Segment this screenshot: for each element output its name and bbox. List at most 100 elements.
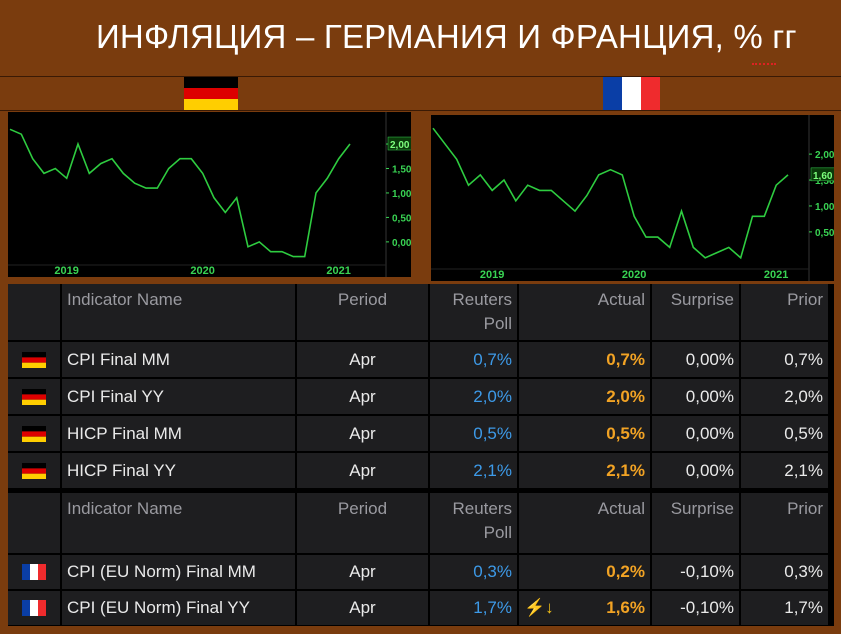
indicator-name-text: HICP Final YY [67, 461, 176, 480]
surprise: -0,10% [652, 591, 739, 625]
prior-text: 0,5% [784, 424, 823, 443]
indicator-name-text: HICP Final MM [67, 424, 182, 443]
flag-stripe [22, 564, 30, 580]
france-inflation-chart: 0,50 1,00 1,50 2,00 2019 2020 2021 1,60 [431, 115, 834, 281]
header-surprise-text: Surprise [670, 499, 734, 518]
surprise-text: 0,00% [685, 461, 734, 480]
last-value-box [387, 136, 411, 151]
table-row[interactable]: CPI (EU Norm) Final MM Apr 0,3% 0,2% -0,10% 0… [8, 555, 834, 591]
table-header-row: Indicator Name Period Reuters Poll Actual Sur… [8, 493, 834, 555]
actual-text: 2,0% [606, 387, 645, 406]
prior: 1,7% [741, 591, 828, 625]
y-tick-label: 2,00 [815, 150, 834, 161]
table-row[interactable]: CPI Final MM Apr 0,7% 0,7% 0,00% 0,7% [8, 342, 834, 379]
germany-inflation-chart: 0,000,501,001,502,002019202020212,00 [8, 112, 411, 277]
actual: 0,2% [519, 555, 650, 589]
table-header-row: Indicator Name Period Reuters Poll Actual Sur… [8, 284, 834, 342]
prior: 2,1% [741, 453, 828, 488]
page-title: ИНФЛЯЦИЯ – ГЕРМАНИЯ И ФРАНЦИЯ, % гг [96, 18, 797, 55]
indicator-name-text: CPI Final YY [67, 387, 165, 406]
flag-cell [8, 555, 60, 589]
period: Apr [297, 379, 428, 414]
header-reuters-poll: Reuters Poll [430, 284, 517, 340]
prior: 0,5% [741, 416, 828, 451]
indicator-name: CPI (EU Norm) Final MM [62, 555, 295, 589]
flag-stripe [30, 564, 38, 580]
surprise-text: 0,00% [685, 424, 734, 443]
y-tick-label: 1,00 [392, 189, 411, 200]
header-reuters-poll: Reuters Poll [430, 493, 517, 553]
period-text: Apr [349, 598, 376, 617]
prior-text: 1,7% [784, 598, 823, 617]
germany-flag [184, 77, 238, 110]
reuters-poll-text: 0,7% [473, 350, 512, 369]
surprise-text: 0,00% [685, 387, 734, 406]
flag-stripe [22, 426, 46, 432]
header-actual-text: Actual [597, 290, 645, 309]
header-surprise: Surprise [652, 284, 739, 340]
header-prior: Prior [741, 284, 828, 340]
reuters-poll: 1,7% [430, 591, 517, 625]
period-text: Apr [349, 424, 376, 443]
header-surprise-text: Surprise [670, 290, 734, 309]
title-bar: ИНФЛЯЦИЯ – ГЕРМАНИЯ И ФРАНЦИЯ, % гг [0, 0, 841, 76]
prior-text: 0,7% [784, 350, 823, 369]
reuters-poll: 0,7% [430, 342, 517, 377]
actual: 1,6% ⚡↓ [519, 591, 650, 625]
header-indicator-name-text: Indicator Name [67, 499, 183, 518]
reuters-poll: 2,1% [430, 453, 517, 488]
indicator-name-text: CPI (EU Norm) Final YY [67, 598, 250, 617]
actual-text: 2,1% [606, 461, 645, 480]
flag-stripe [22, 399, 46, 405]
flag-cell [8, 591, 60, 625]
flag-stripe [22, 600, 30, 616]
header-actual: Actual [519, 493, 650, 553]
header-reuters-poll-text: Reuters [452, 290, 512, 309]
divider [0, 110, 841, 111]
flag-cell [8, 379, 60, 414]
surprise-text: -0,10% [680, 562, 734, 581]
actual-text: 0,7% [606, 350, 645, 369]
surprise-text: -0,10% [680, 598, 734, 617]
flag-stripe [22, 362, 46, 368]
header-flag-cell [8, 493, 60, 553]
header-reuters-poll-text: Reuters [452, 499, 512, 518]
x-tick-label: 2021 [326, 265, 350, 277]
flag-stripe [22, 357, 46, 363]
germany-chart-svg: 0,000,501,001,502,002019202020212,00 [8, 112, 411, 277]
table-row[interactable]: HICP Final MM Apr 0,5% 0,5% 0,00% 0,5% [8, 416, 834, 453]
france-flag [603, 77, 660, 110]
prior-text: 2,0% [784, 387, 823, 406]
prior-text: 2,1% [784, 461, 823, 480]
indicator-name: CPI Final MM [62, 342, 295, 377]
reuters-poll-text: 1,7% [473, 598, 512, 617]
table-row[interactable]: HICP Final YY Apr 2,1% 2,1% 0,00% 2,1% [8, 453, 834, 490]
header-reuters-poll-line2: Poll [483, 314, 512, 333]
germany-flag [22, 426, 46, 442]
reuters-poll: 2,0% [430, 379, 517, 414]
flag-cell [8, 453, 60, 488]
france-flag [22, 600, 46, 616]
flag-stripe [22, 389, 46, 395]
reuters-poll-text: 2,0% [473, 387, 512, 406]
header-period-text: Period [337, 290, 388, 309]
y-tick-label: 0,00 [392, 238, 411, 249]
header-period-text: Period [337, 499, 388, 518]
reuters-poll: 0,5% [430, 416, 517, 451]
prior: 2,0% [741, 379, 828, 414]
flag-stripe [22, 394, 46, 400]
x-tick-label: 2019 [54, 265, 78, 277]
germany-flag [22, 463, 46, 479]
actual: 0,5% [519, 416, 650, 451]
reuters-poll: 0,3% [430, 555, 517, 589]
header-indicator-name: Indicator Name [62, 284, 295, 340]
spellcheck-underline [752, 60, 776, 65]
table-row[interactable]: CPI (EU Norm) Final YY Apr 1,7% 1,6% ⚡↓ -0,10… [8, 591, 834, 627]
period: Apr [297, 453, 428, 488]
header-period: Period [297, 493, 428, 553]
table-row[interactable]: CPI Final YY Apr 2,0% 2,0% 0,00% 2,0% [8, 379, 834, 416]
indicator-name: CPI (EU Norm) Final YY [62, 591, 295, 625]
actual-text: 0,2% [606, 562, 645, 581]
indicator-name: HICP Final YY [62, 453, 295, 488]
header-prior-text: Prior [787, 499, 823, 518]
